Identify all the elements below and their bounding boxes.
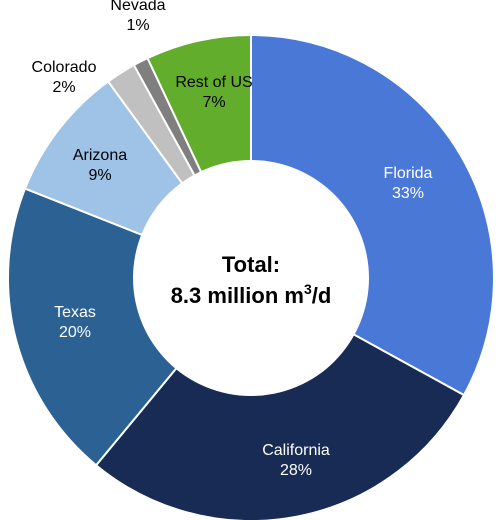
label-florida-percent: 33% xyxy=(392,185,424,202)
center-title: Total: xyxy=(222,252,280,277)
label-arizona-name: Arizona xyxy=(73,147,127,164)
center-total: 8.3 million m3/d xyxy=(171,281,332,308)
label-colorado: Colorado 2% xyxy=(32,59,97,96)
label-california-percent: 28% xyxy=(280,462,312,479)
label-nevada-name: Nevada xyxy=(110,0,165,14)
center-total-main: 8.3 million m xyxy=(171,283,304,308)
label-rest-of-us: Rest of US 7% xyxy=(175,74,252,111)
label-colorado-name: Colorado xyxy=(32,59,97,76)
label-rest-of-us-percent: 7% xyxy=(202,94,225,111)
label-arizona-percent: 9% xyxy=(88,167,111,184)
label-nevada: Nevada 1% xyxy=(110,0,165,34)
label-arizona: Arizona 9% xyxy=(73,147,127,184)
label-texas-percent: 20% xyxy=(59,324,91,341)
label-california-name: California xyxy=(262,442,330,459)
label-texas-name: Texas xyxy=(54,304,96,321)
label-colorado-percent: 2% xyxy=(52,79,75,96)
center-total-sup: 3 xyxy=(304,281,312,297)
label-texas: Texas 20% xyxy=(54,304,96,341)
label-florida: Florida 33% xyxy=(384,165,433,202)
label-california: California 28% xyxy=(262,442,330,479)
center-hole xyxy=(133,160,369,396)
label-rest-of-us-name: Rest of US xyxy=(175,74,252,91)
label-florida-name: Florida xyxy=(384,165,433,182)
label-nevada-percent: 1% xyxy=(126,17,149,34)
center-total-unit: /d xyxy=(312,283,332,308)
labels-group: Florida 33% California 28% Texas 20% Arizona 9%… xyxy=(32,0,433,479)
slice-california xyxy=(94,276,466,520)
